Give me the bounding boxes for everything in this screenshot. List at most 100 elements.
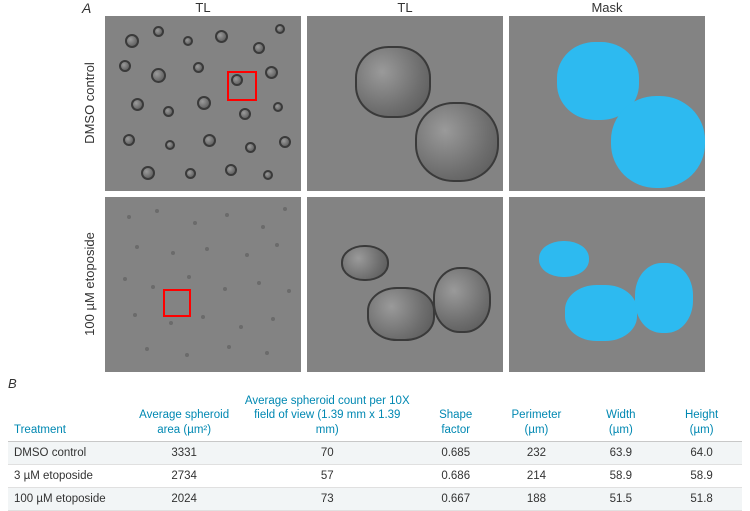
mask-region bbox=[565, 285, 637, 341]
cell-speck-icon bbox=[261, 225, 265, 229]
spheroid-icon bbox=[151, 68, 166, 83]
spheroid-icon bbox=[197, 96, 211, 110]
table-col-header: Height(µm) bbox=[661, 390, 742, 442]
cell-speck-icon bbox=[145, 347, 149, 351]
cell-speck-icon bbox=[193, 221, 197, 225]
table-cell: 73 bbox=[236, 488, 420, 511]
spheroid-icon bbox=[355, 46, 431, 118]
spheroid-icon bbox=[119, 60, 131, 72]
cell-speck-icon bbox=[187, 275, 191, 279]
table-header-row: TreatmentAverage spheroidarea (µm²)Avera… bbox=[8, 390, 742, 442]
cell-dmso-tl-zoom bbox=[307, 16, 503, 191]
table-cell: 214 bbox=[492, 465, 580, 488]
col-header-3: Mask bbox=[591, 0, 622, 15]
row-label-1: DMSO control bbox=[82, 62, 97, 144]
cell-speck-icon bbox=[205, 247, 209, 251]
spheroid-icon bbox=[131, 98, 144, 111]
cell-dmso-mask bbox=[509, 16, 705, 191]
table-cell: 51.5 bbox=[580, 488, 661, 511]
table-cell: 0.667 bbox=[419, 488, 492, 511]
table-col-header: Width(µm) bbox=[580, 390, 661, 442]
table-col-header: Perimeter(µm) bbox=[492, 390, 580, 442]
table-cell: DMSO control bbox=[8, 442, 133, 465]
cell-speck-icon bbox=[133, 313, 137, 317]
table-cell: 2734 bbox=[133, 465, 236, 488]
spheroid-icon bbox=[125, 34, 139, 48]
table-cell: 3 µM etoposide bbox=[8, 465, 133, 488]
cell-speck-icon bbox=[257, 281, 261, 285]
data-table-wrap: TreatmentAverage spheroidarea (µm²)Avera… bbox=[8, 390, 742, 511]
spheroid-icon bbox=[123, 134, 135, 146]
spheroid-icon bbox=[163, 106, 174, 117]
table-cell: 0.686 bbox=[419, 465, 492, 488]
row-label-2: 100 µM etoposide bbox=[82, 232, 97, 336]
cell-speck-icon bbox=[201, 315, 205, 319]
cell-speck-icon bbox=[155, 209, 159, 213]
spheroid-icon bbox=[185, 168, 196, 179]
roi-box bbox=[227, 71, 257, 101]
table-body: DMSO control3331700.68523263.964.03 µM e… bbox=[8, 442, 742, 511]
cell-speck-icon bbox=[287, 289, 291, 293]
cell-etoposide-tl-zoom bbox=[307, 197, 503, 372]
spheroid-icon bbox=[215, 30, 228, 43]
table-row: 3 µM etoposide2734570.68621458.958.9 bbox=[8, 465, 742, 488]
cell-etoposide-mask bbox=[509, 197, 705, 372]
mask-region bbox=[539, 241, 589, 277]
spheroid-icon bbox=[153, 26, 164, 37]
cell-speck-icon bbox=[151, 285, 155, 289]
panel-b-label: B bbox=[8, 376, 17, 391]
cell-speck-icon bbox=[245, 253, 249, 257]
cell-speck-icon bbox=[185, 353, 189, 357]
spheroid-icon bbox=[367, 287, 435, 341]
panel-a-label: A bbox=[82, 0, 91, 16]
col-header-1: TL bbox=[195, 0, 210, 15]
roi-box bbox=[163, 289, 191, 317]
spheroid-icon bbox=[141, 166, 155, 180]
table-col-header: Shapefactor bbox=[419, 390, 492, 442]
spheroid-icon bbox=[433, 267, 491, 333]
cell-speck-icon bbox=[265, 351, 269, 355]
spheroid-icon bbox=[245, 142, 256, 153]
spheroid-icon bbox=[193, 62, 204, 73]
table-cell: 232 bbox=[492, 442, 580, 465]
table-cell: 58.9 bbox=[661, 465, 742, 488]
table-cell: 0.685 bbox=[419, 442, 492, 465]
cell-speck-icon bbox=[223, 287, 227, 291]
table-cell: 58.9 bbox=[580, 465, 661, 488]
cell-speck-icon bbox=[227, 345, 231, 349]
spheroid-icon bbox=[279, 136, 291, 148]
data-table: TreatmentAverage spheroidarea (µm²)Avera… bbox=[8, 390, 742, 511]
cell-dmso-tl-wide bbox=[105, 16, 301, 191]
cell-speck-icon bbox=[127, 215, 131, 219]
table-cell: 57 bbox=[236, 465, 420, 488]
table-cell: 100 µM etoposide bbox=[8, 488, 133, 511]
spheroid-icon bbox=[239, 108, 251, 120]
table-cell: 63.9 bbox=[580, 442, 661, 465]
spheroid-icon bbox=[253, 42, 265, 54]
spheroid-icon bbox=[415, 102, 499, 182]
table-cell: 188 bbox=[492, 488, 580, 511]
cell-speck-icon bbox=[169, 321, 173, 325]
table-cell: 70 bbox=[236, 442, 420, 465]
mask-region bbox=[611, 96, 705, 188]
cell-etoposide-tl-wide bbox=[105, 197, 301, 372]
spheroid-icon bbox=[225, 164, 237, 176]
cell-speck-icon bbox=[239, 325, 243, 329]
table-cell: 3331 bbox=[133, 442, 236, 465]
spheroid-icon bbox=[275, 24, 285, 34]
spheroid-icon bbox=[183, 36, 193, 46]
table-row: 100 µM etoposide2024730.66718851.551.8 bbox=[8, 488, 742, 511]
table-cell: 51.8 bbox=[661, 488, 742, 511]
spheroid-icon bbox=[263, 170, 273, 180]
table-cell: 64.0 bbox=[661, 442, 742, 465]
col-header-2: TL bbox=[397, 0, 412, 15]
cell-speck-icon bbox=[283, 207, 287, 211]
spheroid-icon bbox=[203, 134, 216, 147]
figure-container: A TL TL Mask DMSO control 100 µM etoposi… bbox=[0, 0, 750, 500]
cell-speck-icon bbox=[123, 277, 127, 281]
table-col-header: Treatment bbox=[8, 390, 133, 442]
cell-speck-icon bbox=[135, 245, 139, 249]
spheroid-icon bbox=[341, 245, 389, 281]
cell-speck-icon bbox=[225, 213, 229, 217]
mask-region bbox=[635, 263, 693, 333]
